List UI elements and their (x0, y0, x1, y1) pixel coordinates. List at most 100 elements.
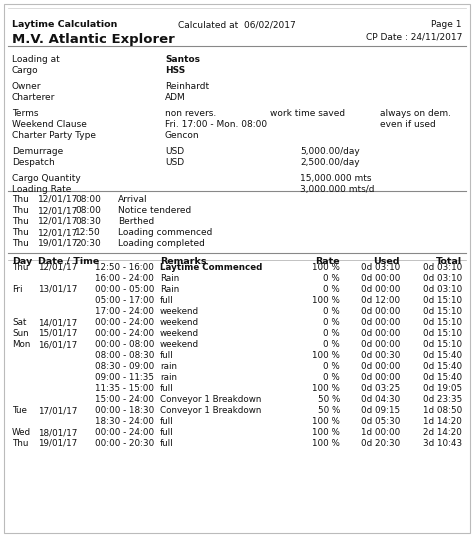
Text: 15/01/17: 15/01/17 (38, 329, 77, 338)
Text: Total: Total (436, 257, 462, 266)
Text: 0d 00:00: 0d 00:00 (361, 318, 400, 327)
Text: rain: rain (160, 373, 177, 382)
Text: even if used: even if used (380, 120, 436, 129)
Text: Loading Rate: Loading Rate (12, 185, 72, 194)
Text: Loading at: Loading at (12, 55, 60, 64)
Text: 11:35 - 15:00: 11:35 - 15:00 (95, 384, 154, 393)
Text: always on dem.: always on dem. (380, 109, 451, 118)
Text: 00:00 - 24:00: 00:00 - 24:00 (95, 428, 154, 437)
Text: USD: USD (165, 158, 184, 167)
Text: Rain: Rain (160, 285, 179, 294)
Text: 0d 03:10: 0d 03:10 (423, 285, 462, 294)
Text: weekend: weekend (160, 307, 199, 316)
Text: 0d 00:00: 0d 00:00 (361, 373, 400, 382)
Text: 3d 10:43: 3d 10:43 (423, 439, 462, 448)
Text: 100 %: 100 % (312, 417, 340, 426)
Text: 0d 03:10: 0d 03:10 (361, 263, 400, 272)
Text: 19/01/17: 19/01/17 (38, 239, 79, 248)
Text: Owner: Owner (12, 82, 42, 91)
Text: USD: USD (165, 147, 184, 156)
Text: 3,000.000 mts/d: 3,000.000 mts/d (300, 185, 374, 194)
Text: Gencon: Gencon (165, 131, 200, 140)
Text: 00:00 - 24:00: 00:00 - 24:00 (95, 329, 154, 338)
Text: 0d 03:10: 0d 03:10 (423, 274, 462, 283)
Text: Charter Party Type: Charter Party Type (12, 131, 96, 140)
Text: 00:00 - 08:00: 00:00 - 08:00 (95, 340, 155, 349)
Text: 0 %: 0 % (323, 373, 340, 382)
Text: 18/01/17: 18/01/17 (38, 428, 77, 437)
Text: 00:00 - 05:00: 00:00 - 05:00 (95, 285, 155, 294)
Text: Page 1: Page 1 (431, 20, 462, 29)
Text: full: full (160, 428, 173, 437)
Text: 0 %: 0 % (323, 318, 340, 327)
Text: 2d 14:20: 2d 14:20 (423, 428, 462, 437)
Text: 50 %: 50 % (318, 395, 340, 404)
Text: Thu: Thu (12, 206, 29, 215)
Text: 0d 15:10: 0d 15:10 (423, 296, 462, 305)
Text: Sun: Sun (12, 329, 28, 338)
Text: weekend: weekend (160, 318, 199, 327)
Text: 0d 00:00: 0d 00:00 (361, 362, 400, 371)
Text: 0d 20:30: 0d 20:30 (361, 439, 400, 448)
Text: 0d 15:40: 0d 15:40 (423, 373, 462, 382)
Text: 14/01/17: 14/01/17 (38, 318, 77, 327)
Text: Remarks: Remarks (160, 257, 207, 266)
Text: 0d 00:00: 0d 00:00 (361, 307, 400, 316)
Text: 12/01/17: 12/01/17 (38, 228, 78, 237)
Text: 05:00 - 17:00: 05:00 - 17:00 (95, 296, 154, 305)
Text: Despatch: Despatch (12, 158, 55, 167)
Text: full: full (160, 439, 173, 448)
Text: 12/01/17: 12/01/17 (38, 263, 77, 272)
Text: full: full (160, 384, 173, 393)
Text: 17/01/17: 17/01/17 (38, 406, 77, 415)
Text: 17:00 - 24:00: 17:00 - 24:00 (95, 307, 154, 316)
Text: Used: Used (374, 257, 400, 266)
Text: 5,000.00/day: 5,000.00/day (300, 147, 360, 156)
Text: Thu: Thu (12, 195, 29, 204)
Text: 0d 23:35: 0d 23:35 (423, 395, 462, 404)
Text: 0d 15:10: 0d 15:10 (423, 318, 462, 327)
Text: Loading completed: Loading completed (118, 239, 205, 248)
Text: non revers.: non revers. (165, 109, 216, 118)
Text: 16:00 - 24:00: 16:00 - 24:00 (95, 274, 154, 283)
Text: 15,000.000 mts: 15,000.000 mts (300, 174, 372, 183)
Text: full: full (160, 296, 173, 305)
Text: Laytime Commenced: Laytime Commenced (160, 263, 263, 272)
Text: 18:30 - 24:00: 18:30 - 24:00 (95, 417, 154, 426)
Text: 12:50 - 16:00: 12:50 - 16:00 (95, 263, 154, 272)
Text: 20:30: 20:30 (75, 239, 101, 248)
Text: 1d 00:00: 1d 00:00 (361, 428, 400, 437)
Text: 15:00 - 24:00: 15:00 - 24:00 (95, 395, 154, 404)
Text: Thu: Thu (12, 217, 29, 226)
Text: Loading commenced: Loading commenced (118, 228, 212, 237)
Text: 50 %: 50 % (318, 406, 340, 415)
Text: weekend: weekend (160, 329, 199, 338)
Text: 100 %: 100 % (312, 428, 340, 437)
Text: Thu: Thu (12, 239, 29, 248)
Text: Berthed: Berthed (118, 217, 154, 226)
Text: Fri: Fri (12, 285, 22, 294)
Text: 100 %: 100 % (312, 263, 340, 272)
Text: Wed: Wed (12, 428, 31, 437)
Text: full: full (160, 351, 173, 360)
Text: 0 %: 0 % (323, 340, 340, 349)
Text: 12/01/17: 12/01/17 (38, 217, 78, 226)
Text: Thu: Thu (12, 263, 28, 272)
Text: 100 %: 100 % (312, 384, 340, 393)
Text: 0d 04:30: 0d 04:30 (361, 395, 400, 404)
Text: 0 %: 0 % (323, 307, 340, 316)
Text: Cargo Quantity: Cargo Quantity (12, 174, 81, 183)
Text: 0d 15:10: 0d 15:10 (423, 329, 462, 338)
Text: rain: rain (160, 362, 177, 371)
Text: Rate: Rate (315, 257, 340, 266)
Text: HSS: HSS (165, 66, 185, 75)
Text: 12/01/17: 12/01/17 (38, 195, 78, 204)
Text: 0d 15:10: 0d 15:10 (423, 307, 462, 316)
Text: Charterer: Charterer (12, 93, 55, 102)
Text: 0d 15:40: 0d 15:40 (423, 351, 462, 360)
Text: Rain: Rain (160, 274, 179, 283)
Text: Cargo: Cargo (12, 66, 38, 75)
Text: Santos: Santos (165, 55, 200, 64)
Text: 0d 09:15: 0d 09:15 (361, 406, 400, 415)
Text: CP Date : 24/11/2017: CP Date : 24/11/2017 (365, 33, 462, 42)
